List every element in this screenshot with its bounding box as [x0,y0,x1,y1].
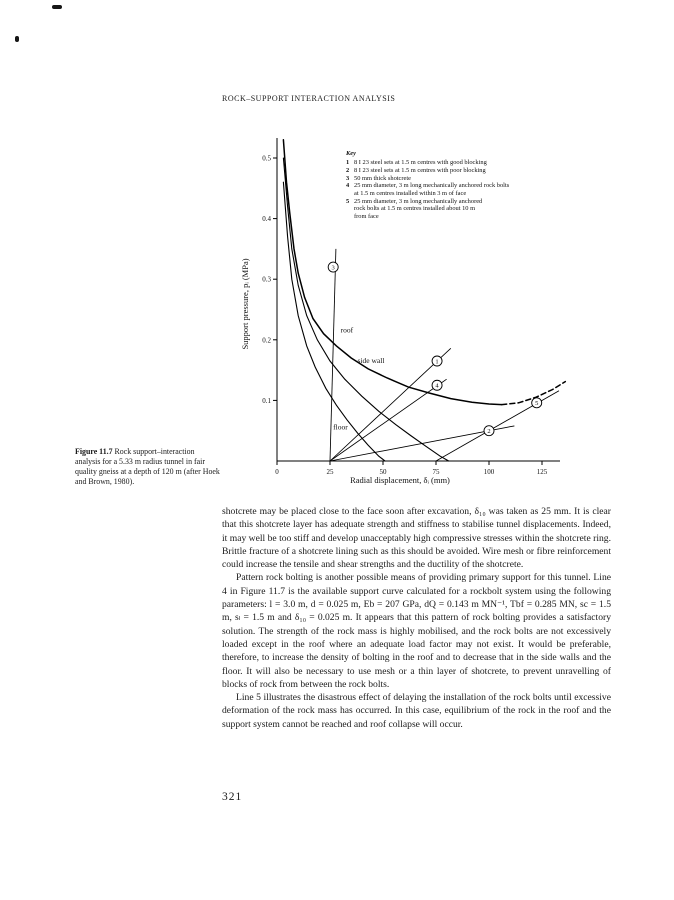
key-entry-number: 5 [346,197,350,205]
y-tick-label: 0.4 [262,215,271,223]
key-entry-text: from face [354,213,379,221]
key-entry-text: 25 mm diameter, 3 m long mechanically an… [354,197,483,205]
figure-11-7: 0.1 0.2 0.3 0.4 0.5 0 25 50 75 100 125 roof side wal… [228,134,574,498]
figure-caption-text: Rock support–interaction analysis for a … [75,447,220,487]
curve-floor [282,181,386,462]
marker-circle-1 [431,355,443,367]
y-tick-label: 0.1 [262,397,271,405]
key-entry-5-cont: from face [346,213,568,221]
body-text-column: shotcrete may be placed close to the fac… [222,505,611,731]
key-entry-text: 8 I 23 steel sets at 1.5 m centres with … [354,159,487,167]
y-axis-title: Support pressure, pᵢ (MPa) [240,258,250,349]
key-entry-5-cont: rock bolts at 1.5 m centres installed ab… [346,205,568,213]
marker-number-5: 5 [535,400,538,407]
curve-label-roof: roof [341,326,354,335]
x-tick-label: 50 [380,468,388,476]
key-entry-number: 2 [346,166,350,174]
key-entry-3: 3 50 mm thick shotcrete [346,175,568,183]
figure-caption-label: Figure 11.7 [75,447,113,456]
curve-roof [282,139,503,406]
marker-number-4: 4 [435,383,439,390]
x-tick-label: 125 [537,468,548,476]
key-entry-2: 2 8 I 23 steel sets at 1.5 m centres with… [346,167,568,175]
figure-caption: Figure 11.7 Rock support–interaction ana… [75,447,220,487]
x-tick-label: 100 [484,468,495,476]
marker-number-1: 1 [435,358,438,365]
x-tick-label: 25 [327,468,335,476]
key-entry-4: 4 25 mm diameter, 3 m long mechanically a… [346,182,568,190]
key-entry-5: 5 25 mm diameter, 3 m long mechanically a… [346,198,568,206]
key-entry-1: 1 8 I 23 steel sets at 1.5 m centres with… [346,159,568,167]
key-title: Key [346,150,356,157]
support-line-3 [329,248,337,462]
marker-number-3: 3 [332,264,335,271]
curve-label-floor: floor [333,422,348,431]
scan-artifact [52,5,62,9]
paragraph-line-5: Line 5 illustrates the disastrous effect… [222,692,611,730]
x-tick-label: 0 [275,468,279,476]
running-header: ROCK–SUPPORT INTERACTION ANALYSIS [222,94,396,103]
marker-circle-4 [431,379,443,391]
y-tick-label: 0.5 [262,155,271,163]
y-tick-label: 0.3 [262,276,271,284]
page-number: 321 [222,791,243,803]
key-entry-text: at 1.5 m centres installed within 3 m of… [354,190,467,198]
key-entry-text: 8 I 23 steel sets at 1.5 m centres with … [354,166,486,174]
y-tick-label: 0.2 [262,336,271,344]
marker-number-2: 2 [487,428,490,435]
key-entry-number: 1 [346,159,350,167]
key-entry-4-cont: at 1.5 m centres installed within 3 m of… [346,190,568,198]
marker-circle-3 [327,261,339,273]
chart-key-legend: Key 1 8 I 23 steel sets at 1.5 m centres w… [346,150,568,221]
scan-artifact [15,36,19,42]
support-line-4 [329,378,447,462]
marker-circle-5 [531,397,543,409]
curve-label-side-wall: side wall [358,356,385,365]
curve-roof-extension [500,380,567,406]
key-entry-text: 50 mm thick shotcrete [354,174,411,182]
marker-circle-2 [483,425,495,437]
x-axis-title: Radial displacement, δᵢ (mm) [350,475,450,485]
key-entry-text: 25 mm diameter, 3 m long mechanically an… [354,182,510,190]
paragraph-rock-bolting: Pattern rock bolting is another possible… [222,572,611,690]
support-line-1 [329,347,452,462]
curve-side-wall [282,157,450,462]
key-entry-number: 4 [346,182,350,190]
key-entry-number: 3 [346,174,350,182]
paragraph-shotcrete: shotcrete may be placed close to the fac… [222,506,611,571]
x-tick-label: 75 [433,468,441,476]
key-entry-text: rock bolts at 1.5 m centres installed ab… [354,205,476,213]
